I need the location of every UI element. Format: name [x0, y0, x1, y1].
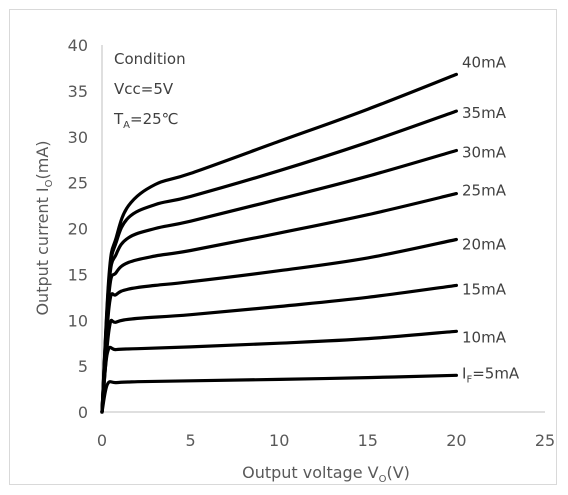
- x-tick-label: 25: [535, 431, 555, 450]
- y-tick-label: 40: [68, 36, 88, 55]
- y-axis-title-sub: O: [44, 179, 55, 187]
- curve-35mA: [100, 109, 458, 414]
- x-tick-labels: 0 5 10 15 20 25: [97, 431, 555, 450]
- curve-15mA: [100, 283, 458, 414]
- curve-label-main: 20mA: [462, 236, 507, 254]
- y-tick-label: 15: [68, 265, 88, 284]
- y-tick-label: 30: [68, 128, 88, 147]
- curve-label-main: 35mA: [462, 104, 507, 122]
- condition-temperature-tail: =25℃: [130, 110, 179, 128]
- y-tick-labels: 0 5 10 15 20 25 30 35 40: [68, 36, 88, 422]
- y-tick-label: 25: [68, 174, 88, 193]
- curve-label-5mA: IF=5mA: [462, 364, 520, 385]
- curve-label-25mA: 25mA: [462, 182, 507, 200]
- curve-label-35mA: 35mA: [462, 104, 507, 122]
- curve-label-main: I: [462, 364, 466, 382]
- condition-vcc: Vcc=5V: [114, 80, 174, 98]
- curve-label-tail: =5mA: [472, 364, 520, 382]
- x-axis-title: Output voltage VO(V): [242, 463, 410, 485]
- chart-frame: [9, 9, 557, 485]
- condition-temperature-main: T: [113, 110, 124, 128]
- y-tick-label: 5: [78, 357, 88, 376]
- condition-temperature: TA=25℃: [113, 110, 179, 131]
- x-tick-label: 20: [446, 431, 466, 450]
- curve-5mA: [100, 373, 458, 414]
- curve-label-20mA: 20mA: [462, 236, 507, 254]
- curve-label-main: 15mA: [462, 280, 507, 298]
- y-axis-title-main: Output current I: [33, 187, 52, 315]
- curve-40mA: [100, 72, 458, 414]
- curve-label-main: 40mA: [462, 53, 507, 71]
- y-tick-label: 0: [78, 403, 88, 422]
- curve-10mA: [100, 329, 458, 414]
- x-tick-label: 15: [358, 431, 378, 450]
- curve-label-main: 30mA: [462, 144, 507, 162]
- y-tick-label: 35: [68, 82, 88, 101]
- curve-20mA: [100, 237, 458, 414]
- x-axis-title-tail: (V): [386, 463, 409, 482]
- y-tick-label: 10: [68, 311, 88, 330]
- curve-label-15mA: 15mA: [462, 280, 507, 298]
- x-tick-label: 10: [269, 431, 289, 450]
- condition-title: Condition: [114, 50, 186, 68]
- curve-label-sub: F: [466, 374, 472, 385]
- curve-labels: IF=5mA 10mA 15mA 20mA 25mA 30mA 35mA 40mA: [462, 53, 520, 385]
- condition-temperature-sub: A: [123, 120, 130, 131]
- x-axis-title-main: Output voltage V: [242, 463, 379, 482]
- curve-label-30mA: 30mA: [462, 144, 507, 162]
- y-tick-label: 20: [68, 220, 88, 239]
- curve-label-40mA: 40mA: [462, 53, 507, 71]
- curve-label-main: 25mA: [462, 182, 507, 200]
- curve-30mA: [100, 148, 458, 414]
- x-tick-label: 5: [186, 431, 196, 450]
- x-tick-label: 0: [97, 431, 107, 450]
- curves: [100, 72, 458, 414]
- curve-label-main: 10mA: [462, 328, 507, 346]
- x-axis-title-sub: O: [379, 474, 387, 485]
- y-axis-title-tail: (mA): [33, 140, 52, 179]
- curve-label-10mA: 10mA: [462, 328, 507, 346]
- y-axis-title: Output current IO(mA): [33, 140, 55, 315]
